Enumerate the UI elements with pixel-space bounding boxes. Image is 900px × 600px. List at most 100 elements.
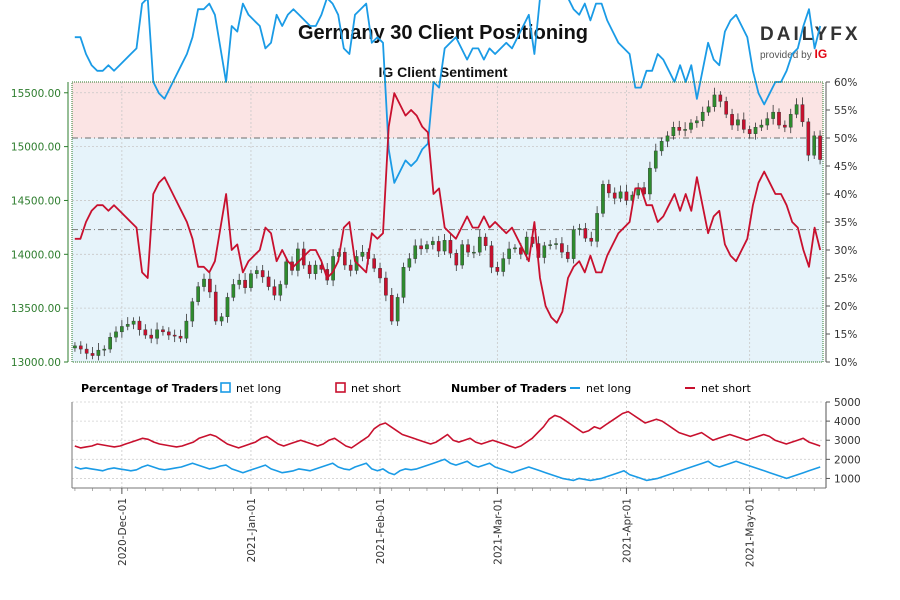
candle-body [648, 167, 652, 195]
candle-body [149, 334, 154, 339]
candle-body [712, 94, 717, 107]
candle-body [125, 324, 130, 327]
candle-body [436, 241, 441, 252]
candle-body [108, 337, 112, 350]
candle-body [618, 191, 623, 199]
candle-body [601, 184, 605, 214]
candle-body [102, 348, 107, 351]
candle-body [172, 334, 177, 337]
candle-body [607, 184, 611, 194]
brand-logo: DAILYFX provided by IG [760, 24, 870, 61]
candle-body [501, 258, 506, 272]
candle-body [120, 326, 124, 333]
candle-body [513, 247, 517, 250]
candle-body [442, 240, 447, 252]
candle-body [378, 268, 382, 279]
candle-body [243, 279, 247, 288]
candle-body [284, 261, 288, 285]
candle-body [589, 237, 594, 242]
candle-body [489, 245, 494, 268]
candle-body [548, 244, 552, 246]
candle-body [360, 251, 365, 257]
traders-tick-label: 2000 [834, 454, 861, 466]
candle-body [554, 243, 558, 245]
brand-tagline: provided by [760, 50, 812, 61]
candle-body [812, 135, 817, 156]
candle-body [272, 286, 277, 296]
candle-body [460, 244, 464, 266]
legend-pct-long-swatch [220, 382, 231, 393]
candle-body [202, 278, 206, 287]
candle-body [683, 129, 687, 131]
candle-body [736, 119, 740, 126]
pct-tick-label: 35% [834, 217, 857, 229]
candle-body [665, 135, 670, 142]
candle-body [624, 191, 629, 201]
price-tick-label: 13500.00 [11, 303, 61, 315]
candle-body [507, 248, 511, 259]
candle-body [96, 349, 101, 356]
main-panel-frame [71, 81, 824, 363]
candle-body [413, 245, 418, 259]
pct-tick-label: 25% [834, 273, 857, 285]
chart-subtitle: IG Client Sentiment [378, 64, 508, 80]
candle-body [724, 101, 729, 115]
candle-body [143, 329, 148, 336]
candle-body [519, 247, 523, 255]
candle-body [166, 331, 171, 336]
candle-body [231, 284, 236, 298]
legend-pct-long-label: net long [236, 382, 281, 395]
candle-body [753, 127, 758, 134]
brand-name: DAILYFX [760, 24, 861, 45]
candle-body [759, 124, 764, 128]
candle-body [425, 244, 429, 250]
candle-body [313, 264, 318, 274]
candle-body [466, 244, 470, 253]
candle-body [384, 277, 388, 296]
candle-body [595, 213, 599, 242]
candle-body [653, 150, 658, 169]
legend-number-title: Number of Traders [451, 382, 567, 395]
candle-body [190, 301, 195, 322]
candle-body [483, 236, 488, 246]
candle-body [395, 297, 400, 322]
candle-body [237, 279, 242, 285]
traders-tick-label: 5000 [834, 397, 861, 409]
date-tick-label: 2021-Jan-01 [246, 498, 258, 562]
candle-body [249, 273, 253, 288]
pct-net-long-line [74, 0, 822, 184]
price-tick-label: 14500.00 [11, 195, 61, 207]
candle-body [777, 111, 781, 126]
date-tick-label: 2021-May-01 [745, 498, 757, 567]
candle-body [747, 129, 752, 134]
candle-body [771, 111, 775, 119]
legend-num-short-label: net short [701, 382, 752, 395]
candle-body [671, 127, 676, 137]
pct-tick-label: 50% [834, 133, 857, 145]
price-tick-label: 13000.00 [11, 357, 61, 369]
candle-body [389, 295, 394, 322]
candle-body [560, 243, 564, 253]
num-net-long-line [74, 458, 821, 482]
pct-tick-label: 45% [834, 161, 857, 173]
pct-tick-label: 20% [834, 301, 857, 313]
traders-tick-label: 4000 [834, 416, 861, 428]
candle-body [372, 258, 376, 269]
price-tick-label: 15500.00 [11, 88, 61, 100]
price-tick-label: 14000.00 [11, 249, 61, 261]
candle-body [213, 291, 218, 322]
pct-tick-label: 40% [834, 189, 857, 201]
candle-body [800, 104, 805, 123]
candle-body [296, 248, 300, 271]
candle-body [542, 245, 547, 258]
traders-tick-label: 3000 [834, 435, 861, 447]
candle-body [695, 120, 699, 124]
candle-body [472, 251, 476, 254]
price-tick-label: 15000.00 [11, 142, 61, 154]
traders-tick-label: 1000 [834, 473, 861, 485]
candle-body [448, 240, 453, 254]
candle-body [114, 331, 118, 338]
candle-body [266, 276, 271, 287]
candle-body [806, 121, 811, 156]
